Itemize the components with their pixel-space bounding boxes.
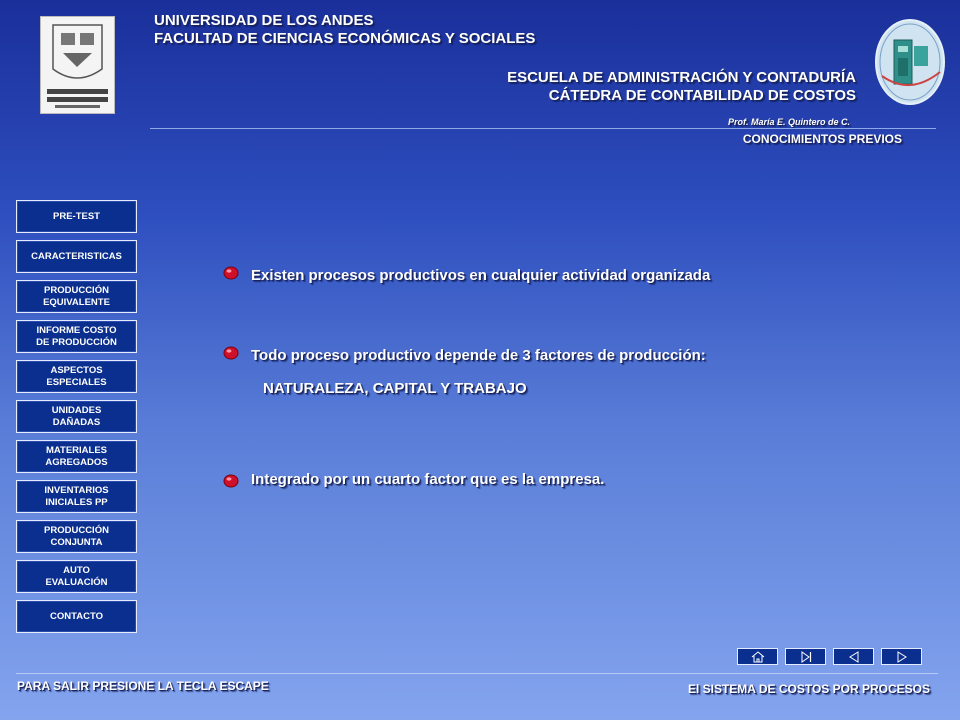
nav-button-pre-test[interactable]: PRE-TEST <box>16 200 137 233</box>
end-icon <box>801 650 811 663</box>
header-school-block: ESCUELA DE ADMINISTRACIÓN Y CONTADURÍA C… <box>507 69 856 105</box>
content-point-3: Integrado por un cuarto factor que es la… <box>251 471 605 488</box>
content-point-2: Todo proceso productivo depende de 3 fac… <box>251 347 706 364</box>
section-title: CONOCIMIENTOS PREVIOS <box>742 132 902 146</box>
nav-button-label: CONTACTO <box>50 611 103 623</box>
bullet-icon <box>223 346 239 360</box>
nav-label-line1: PRE-TEST <box>53 210 100 222</box>
nav-label-line1: INFORME COSTO <box>36 324 117 336</box>
nav-label-line1: PRODUCCIÓN <box>44 524 109 536</box>
nav-label-line1: ASPECTOS <box>50 364 103 376</box>
nav-button-label: AUTO EVALUACIÓN <box>45 565 107 589</box>
nav-button-aspectos-especiales[interactable]: ASPECTOS ESPECIALES <box>16 360 137 393</box>
nav-label-line2: DAÑADAS <box>52 416 101 428</box>
nav-label-line1: INVENTARIOS <box>44 484 109 496</box>
home-icon <box>751 650 764 662</box>
forward-button[interactable] <box>881 648 922 665</box>
nav-label-line2: EVALUACIÓN <box>45 576 108 588</box>
nav-label-line1: MATERIALES <box>45 444 108 456</box>
nav-label-line1: CONTACTO <box>50 610 103 622</box>
nav-button-label: PRODUCCIÓN EQUIVALENTE <box>43 285 110 309</box>
nav-button-produccion-equivalente[interactable]: PRODUCCIÓN EQUIVALENTE <box>16 280 137 313</box>
nav-label-line2: CONJUNTA <box>50 536 103 548</box>
nav-button-label: PRE-TEST <box>53 211 100 223</box>
nav-button-unidades-danadas[interactable]: UNIDADES DAÑADAS <box>16 400 137 433</box>
nav-button-label: ASPECTOS ESPECIALES <box>46 365 106 389</box>
nav-label-line2: EQUIVALENTE <box>43 296 110 308</box>
nav-button-produccion-conjunta[interactable]: PRODUCCIÓN CONJUNTA <box>16 520 137 553</box>
computer-globe-icon <box>872 16 948 108</box>
content-point-2-detail: NATURALEZA, CAPITAL Y TRABAJO <box>263 380 527 397</box>
professor-name: Prof. María E. Quintero de C. <box>727 117 850 127</box>
university-name: UNIVERSIDAD DE LOS ANDES <box>154 12 374 29</box>
nav-label-line1: PRODUCCIÓN <box>44 284 109 296</box>
nav-button-auto-evaluacion[interactable]: AUTO EVALUACIÓN <box>16 560 137 593</box>
nav-label-line2: AGREGADOS <box>45 456 108 468</box>
nav-button-inventarios-iniciales[interactable]: INVENTARIOS INICIALES PP <box>16 480 137 513</box>
header-university-block: UNIVERSIDAD DE LOS ANDES FACULTAD DE CIE… <box>154 12 535 48</box>
nav-button-label: PRODUCCIÓN CONJUNTA <box>44 525 109 549</box>
chair-name: CÁTEDRA DE CONTABILIDAD DE COSTOS <box>548 87 856 104</box>
forward-icon <box>897 650 907 663</box>
nav-button-label: MATERIALES AGREGADOS <box>45 445 107 469</box>
home-button[interactable] <box>737 648 778 665</box>
bullet-icon <box>223 474 239 488</box>
nav-button-label: INVENTARIOS INICIALES PP <box>44 485 108 509</box>
nav-button-label: UNIDADES DAÑADAS <box>52 405 102 429</box>
nav-label-line1: UNIDADES <box>51 404 102 416</box>
nav-label-line1: CARACTERISTICAS <box>31 250 122 262</box>
exit-instruction: PARA SALIR PRESIONE LA TECLA ESCAPE <box>17 679 269 693</box>
nav-button-informe-costo[interactable]: INFORME COSTO DE PRODUCCIÓN <box>16 320 137 353</box>
footer-divider <box>16 673 938 674</box>
nav-button-label: CARACTERISTICAS <box>31 251 122 263</box>
nav-button-contacto[interactable]: CONTACTO <box>16 600 137 633</box>
content-point-1: Existen procesos productivos en cualquie… <box>251 267 711 284</box>
bullet-icon <box>223 266 239 280</box>
nav-label-line1: AUTO <box>63 564 90 576</box>
nav-label-line2: DE PRODUCCIÓN <box>36 336 117 348</box>
back-button[interactable] <box>833 648 874 665</box>
back-icon <box>848 650 858 663</box>
nav-button-label: INFORME COSTO DE PRODUCCIÓN <box>36 325 117 349</box>
school-name: ESCUELA DE ADMINISTRACIÓN Y CONTADURÍA <box>507 69 856 86</box>
nav-button-caracteristicas[interactable]: CARACTERISTICAS <box>16 240 137 273</box>
university-logo <box>40 16 115 114</box>
nav-label-line2: INICIALES PP <box>45 496 108 508</box>
nav-button-materiales-agregados[interactable]: MATERIALES AGREGADOS <box>16 440 137 473</box>
header-divider <box>150 128 936 129</box>
course-title: El SISTEMA DE COSTOS POR PROCESOS <box>687 682 930 696</box>
faculty-name: FACULTAD DE CIENCIAS ECONÓMICAS Y SOCIAL… <box>154 30 536 47</box>
nav-label-line2: ESPECIALES <box>46 376 107 388</box>
end-button[interactable] <box>785 648 826 665</box>
